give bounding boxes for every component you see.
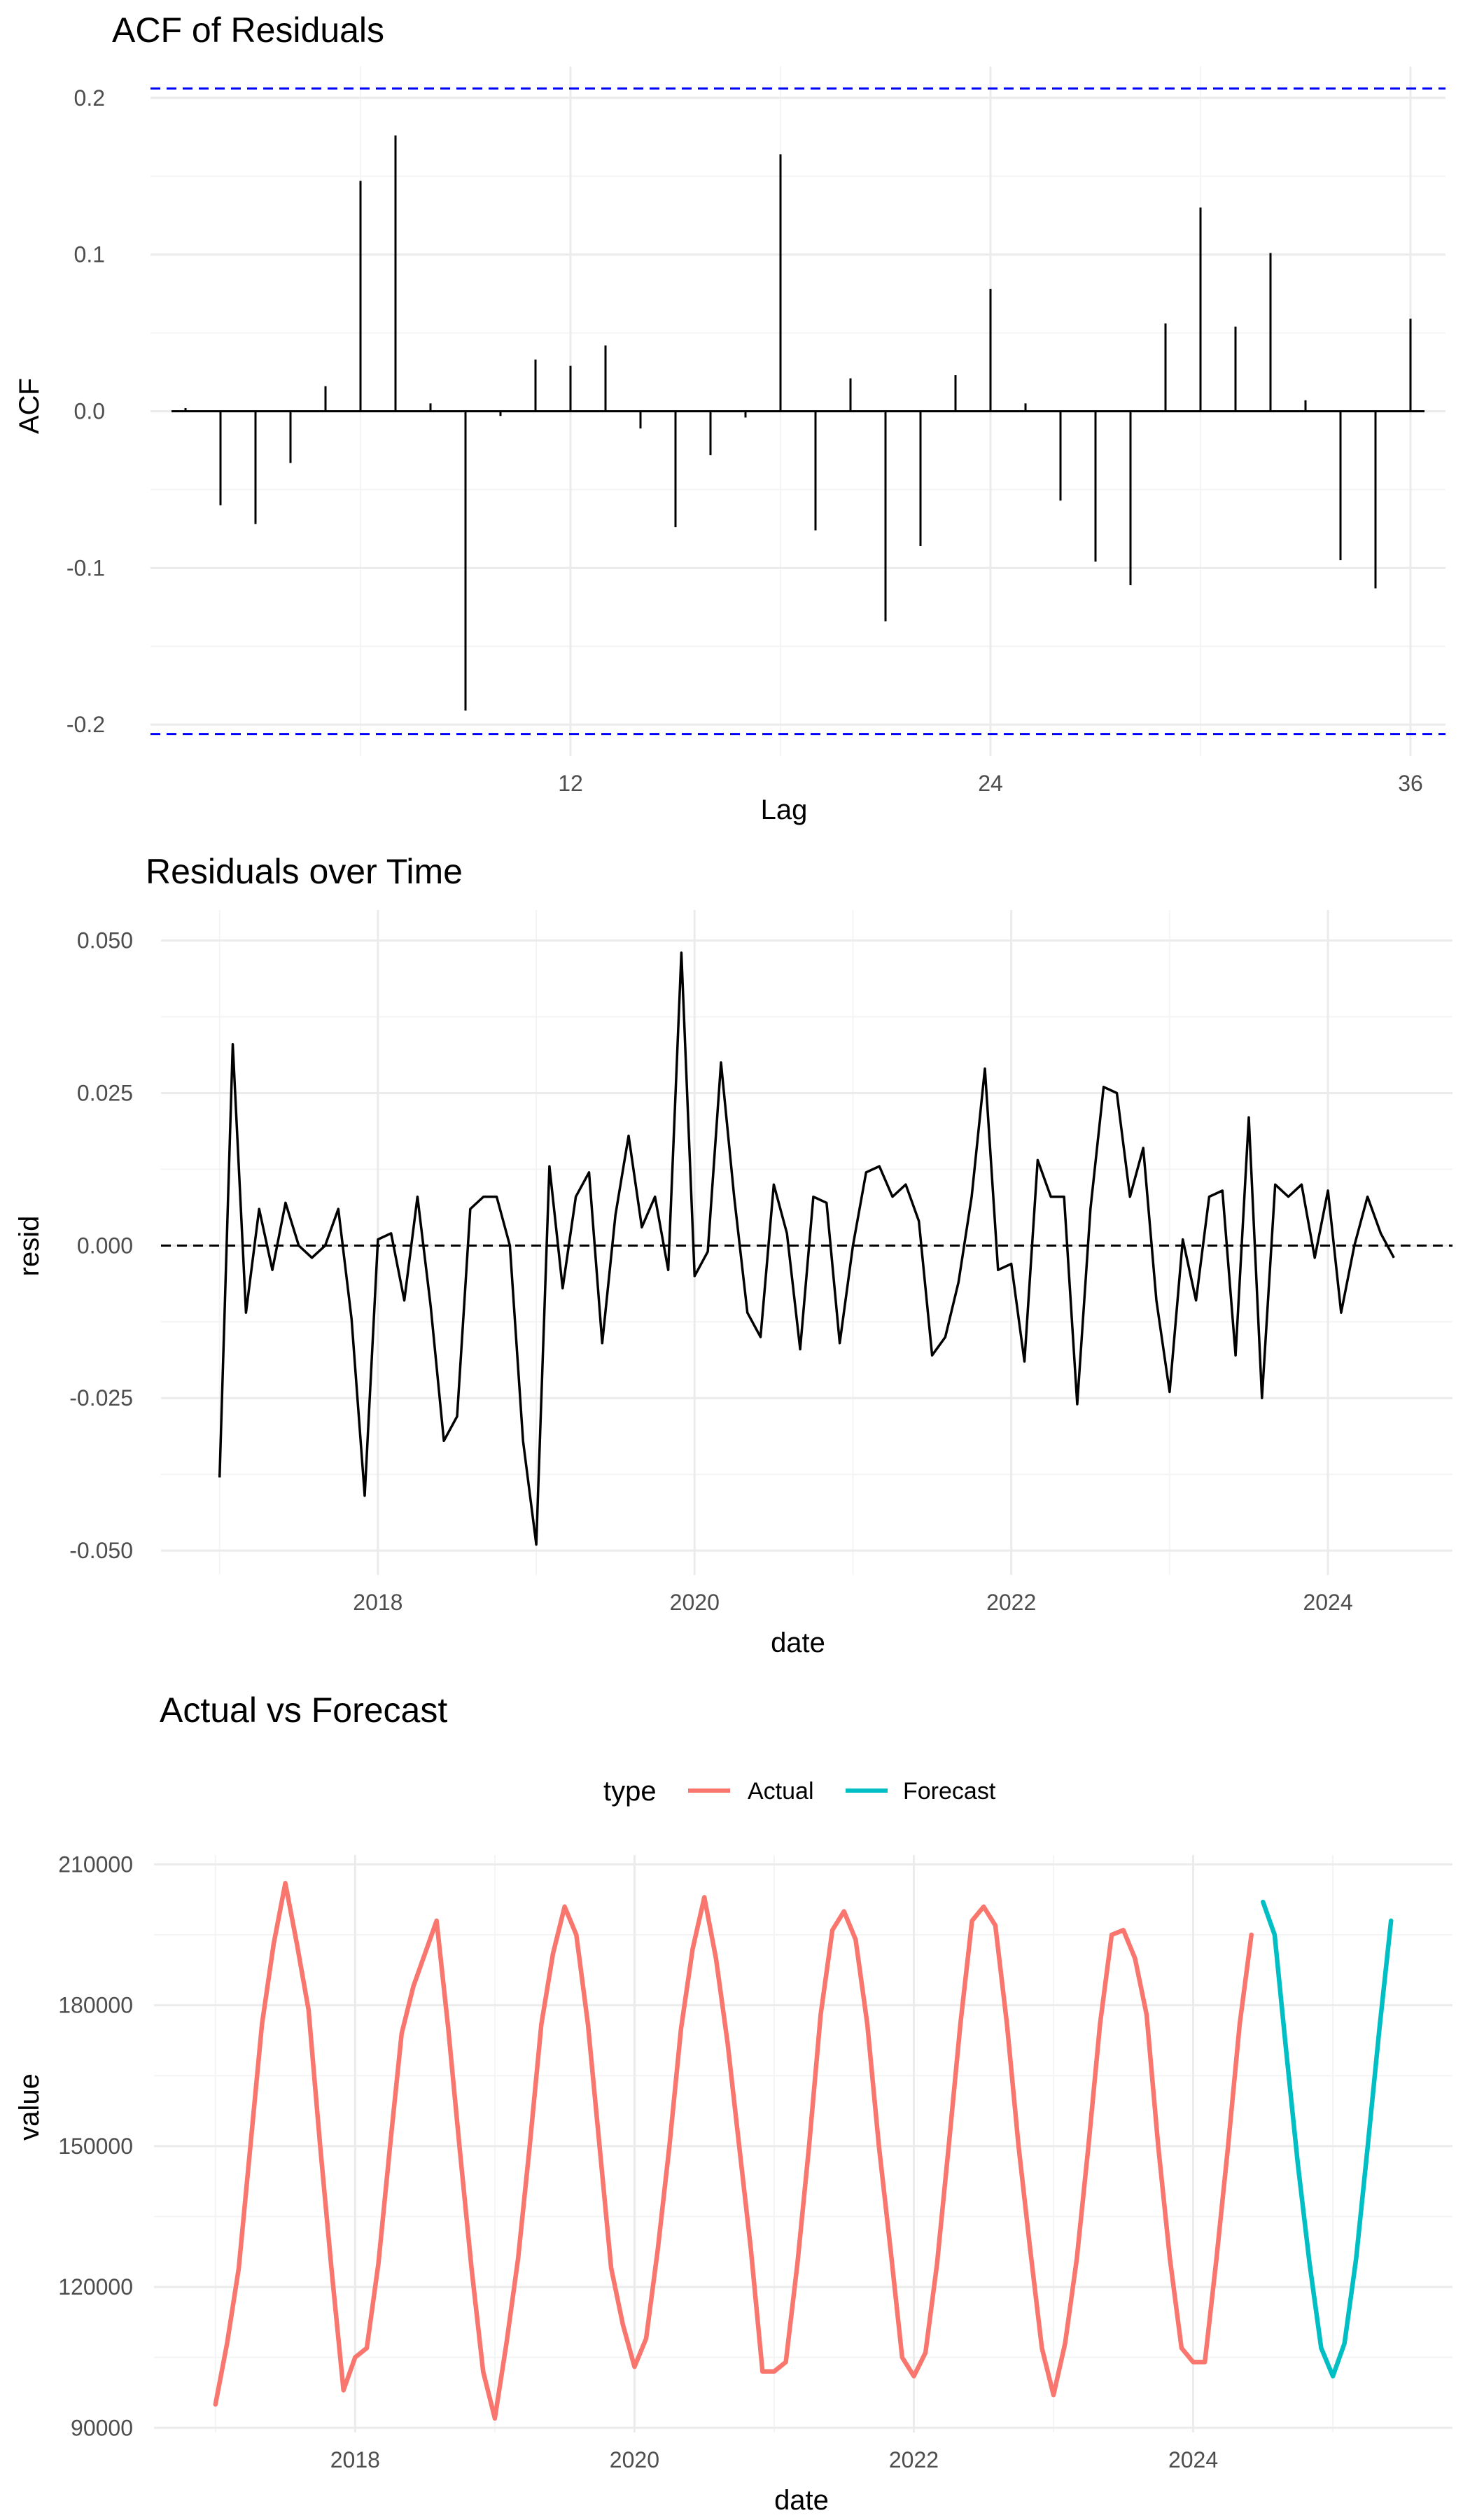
forecast-y-tick-label: 150000 — [58, 2134, 133, 2159]
residuals-y-tick-label: -0.025 — [69, 1385, 133, 1410]
residuals-y-ticks: -0.050 -0.025 0.000 0.025 0.050 — [69, 928, 133, 1564]
residuals-y-axis-label: resid — [14, 1216, 45, 1277]
residuals-y-tick-label: 0.025 — [77, 1080, 133, 1105]
residuals-y-tick-label: 0.000 — [77, 1233, 133, 1258]
acf-confidence-bounds — [150, 87, 1446, 736]
residuals-y-tick-label: 0.050 — [77, 928, 133, 953]
acf-y-ticks: -0.2 -0.1 0.0 0.1 0.2 — [66, 85, 105, 737]
acf-x-tick-label: 36 — [1398, 771, 1423, 796]
residuals-x-tick-label: 2022 — [986, 1590, 1036, 1615]
forecast-y-tick-label: 180000 — [58, 1993, 133, 2018]
legend-label-forecast: Forecast — [903, 1778, 996, 1805]
acf-x-ticks: 12 24 36 — [558, 771, 1423, 796]
forecast-y-tick-label: 90000 — [71, 2415, 133, 2440]
residuals-x-axis-label: date — [771, 1628, 825, 1658]
acf-y-tick-label: 0.2 — [74, 85, 105, 111]
forecast-x-tick-label: 2022 — [889, 2447, 939, 2472]
forecast-panel: Actual vs Forecast type Actual Forecast … — [14, 1690, 1452, 2516]
acf-x-axis-label: Lag — [761, 794, 808, 825]
residuals-y-tick-label: -0.050 — [69, 1538, 133, 1563]
acf-y-tick-label: 0.0 — [74, 399, 105, 424]
forecast-x-axis-label: date — [774, 2485, 829, 2516]
forecast-y-tick-label: 210000 — [58, 1851, 133, 1877]
residuals-line — [218, 951, 1395, 1546]
acf-title: ACF of Residuals — [112, 10, 384, 50]
residuals-panel: Residuals over Time -0.050 -0.025 0.000 0.0… — [14, 852, 1452, 1658]
acf-x-tick-label: 24 — [978, 771, 1003, 796]
forecast-x-tick-label: 2024 — [1168, 2447, 1218, 2472]
acf-bars — [172, 135, 1424, 711]
forecast-x-tick-label: 2020 — [610, 2447, 659, 2472]
forecast-y-tick-label: 120000 — [58, 2274, 133, 2300]
residuals-series-line — [218, 951, 1395, 1546]
forecast-legend: type Actual Forecast — [603, 1776, 996, 1807]
acf-y-tick-label: -0.1 — [66, 555, 105, 580]
acf-panel: ACF of Residuals -0.2 -0.1 0.0 0.1 0.2 12 24 3… — [14, 10, 1446, 825]
forecast-title: Actual vs Forecast — [160, 1690, 447, 1730]
forecast-lines — [213, 1880, 1394, 2421]
residuals-grid — [161, 910, 1452, 1575]
acf-y-tick-label: 0.1 — [74, 242, 105, 267]
forecast-grid — [154, 1855, 1452, 2432]
forecast-y-ticks: 90000 120000 150000 180000 210000 — [58, 1851, 133, 2440]
residuals-title: Residuals over Time — [146, 852, 463, 891]
residuals-x-ticks: 2018 2020 2022 2024 — [353, 1590, 1352, 1615]
legend-title: type — [603, 1776, 657, 1807]
residuals-x-tick-label: 2018 — [353, 1590, 402, 1615]
residuals-x-tick-label: 2024 — [1303, 1590, 1352, 1615]
acf-y-axis-label: ACF — [14, 378, 45, 434]
legend-label-actual: Actual — [748, 1778, 814, 1805]
forecast-x-tick-label: 2018 — [330, 2447, 380, 2472]
forecast-x-ticks: 2018 2020 2022 2024 — [330, 2447, 1218, 2472]
forecast-series-line — [1261, 1899, 1394, 2379]
actual-series-line — [213, 1880, 1254, 2421]
acf-x-tick-label: 12 — [558, 771, 583, 796]
acf-y-tick-label: -0.2 — [66, 712, 105, 737]
forecast-y-axis-label: value — [14, 2073, 45, 2141]
residuals-x-tick-label: 2020 — [670, 1590, 720, 1615]
